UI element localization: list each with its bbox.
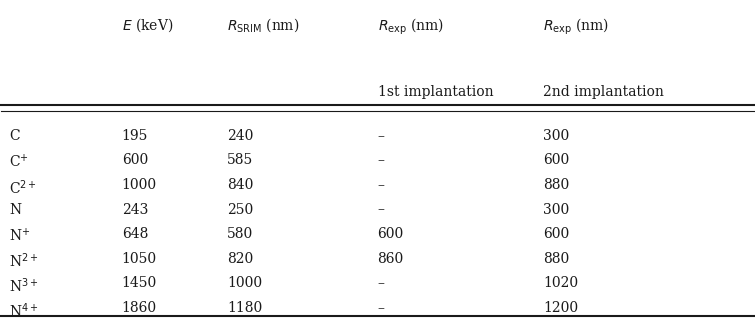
Text: N$^{3+}$: N$^{3+}$ xyxy=(9,276,39,295)
Text: 600: 600 xyxy=(543,153,569,168)
Text: 300: 300 xyxy=(543,203,569,217)
Text: C$^{+}$: C$^{+}$ xyxy=(9,153,29,171)
Text: –: – xyxy=(378,301,384,315)
Text: 1000: 1000 xyxy=(227,276,262,291)
Text: 840: 840 xyxy=(227,178,254,192)
Text: 240: 240 xyxy=(227,129,254,143)
Text: 1st implantation: 1st implantation xyxy=(378,85,493,100)
Text: –: – xyxy=(378,129,384,143)
Text: N$^{4+}$: N$^{4+}$ xyxy=(9,301,39,320)
Text: $R_{\rm SRIM}$ (nm): $R_{\rm SRIM}$ (nm) xyxy=(227,16,300,34)
Text: 600: 600 xyxy=(378,227,404,241)
Text: 820: 820 xyxy=(227,252,254,266)
Text: –: – xyxy=(378,203,384,217)
Text: 880: 880 xyxy=(543,178,569,192)
Text: 1020: 1020 xyxy=(543,276,578,291)
Text: 600: 600 xyxy=(543,227,569,241)
Text: 195: 195 xyxy=(122,129,148,143)
Text: –: – xyxy=(378,153,384,168)
Text: 1860: 1860 xyxy=(122,301,157,315)
Text: N$^{+}$: N$^{+}$ xyxy=(9,227,30,245)
Text: C: C xyxy=(9,129,20,143)
Text: –: – xyxy=(378,276,384,291)
Text: $R_{\rm exp}$ (nm): $R_{\rm exp}$ (nm) xyxy=(378,16,444,37)
Text: 243: 243 xyxy=(122,203,148,217)
Text: 1000: 1000 xyxy=(122,178,157,192)
Text: N$^{2+}$: N$^{2+}$ xyxy=(9,252,39,270)
Text: 600: 600 xyxy=(122,153,148,168)
Text: 1050: 1050 xyxy=(122,252,157,266)
Text: $R_{\rm exp}$ (nm): $R_{\rm exp}$ (nm) xyxy=(543,16,609,37)
Text: 880: 880 xyxy=(543,252,569,266)
Text: 1200: 1200 xyxy=(543,301,578,315)
Text: 860: 860 xyxy=(378,252,404,266)
Text: 2nd implantation: 2nd implantation xyxy=(543,85,664,100)
Text: –: – xyxy=(378,178,384,192)
Text: 250: 250 xyxy=(227,203,254,217)
Text: N: N xyxy=(9,203,21,217)
Text: $E$ (keV): $E$ (keV) xyxy=(122,16,173,34)
Text: 648: 648 xyxy=(122,227,148,241)
Text: 580: 580 xyxy=(227,227,254,241)
Text: 1180: 1180 xyxy=(227,301,262,315)
Text: 585: 585 xyxy=(227,153,254,168)
Text: 300: 300 xyxy=(543,129,569,143)
Text: 1450: 1450 xyxy=(122,276,157,291)
Text: C$^{2+}$: C$^{2+}$ xyxy=(9,178,37,196)
